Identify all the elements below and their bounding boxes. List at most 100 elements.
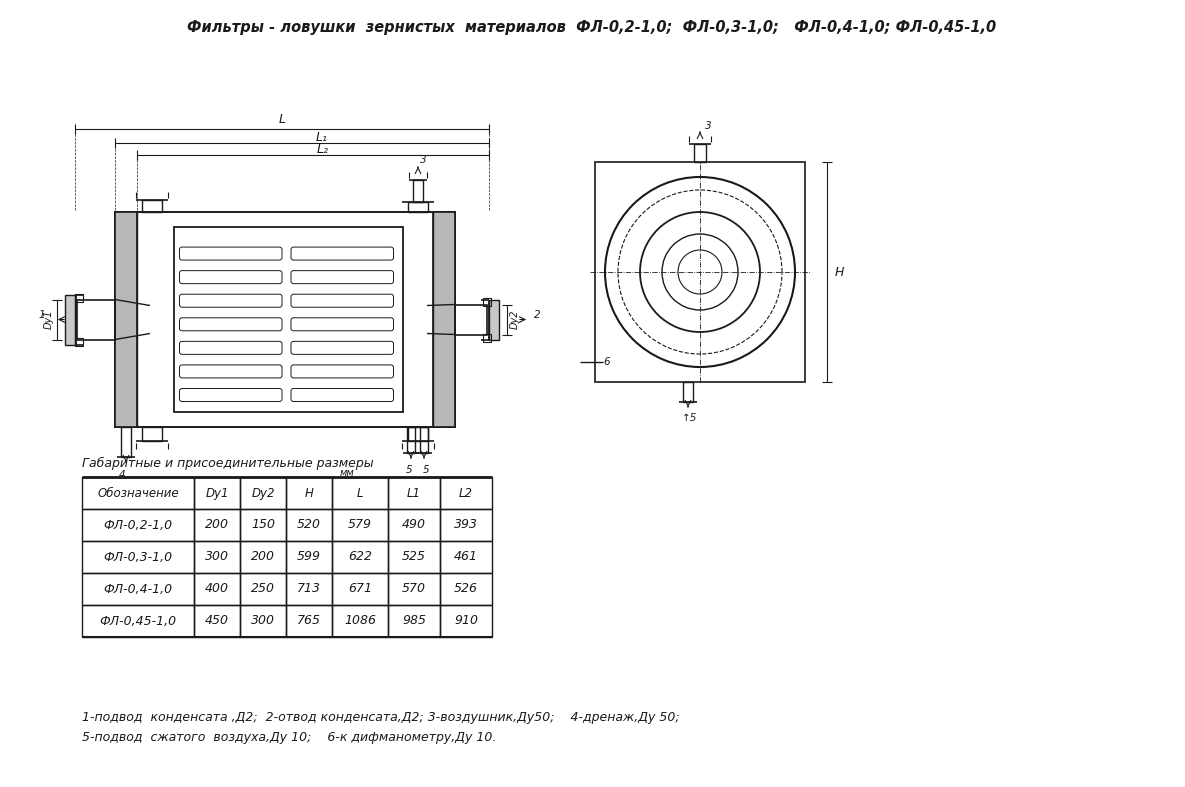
- Text: ↑5: ↑5: [683, 413, 698, 423]
- Bar: [694, 144, 706, 162]
- Bar: [286, 573, 332, 605]
- Bar: [387, 605, 440, 637]
- Text: H: H: [834, 265, 844, 279]
- Text: 4: 4: [118, 470, 126, 480]
- Bar: [82, 477, 194, 509]
- Bar: [77, 300, 115, 339]
- Text: 1: 1: [39, 309, 45, 320]
- Text: 5-подвод  сжатого  воздуха,Ду 10;    6-к дифманометру,Ду 10.: 5-подвод сжатого воздуха,Ду 10; 6-к дифм…: [82, 730, 497, 744]
- Bar: [121, 427, 132, 457]
- Text: Dy1: Dy1: [205, 486, 229, 500]
- Text: L₁: L₁: [316, 131, 328, 143]
- Bar: [194, 541, 241, 573]
- Text: 579: 579: [348, 519, 372, 531]
- Bar: [387, 509, 440, 541]
- Bar: [174, 227, 403, 412]
- Text: Фильтры - ловушки  зернистых  материалов  ФЛ-0,2-1,0;  ФЛ-0,3-1,0;   ФЛ-0,4-1,0;: Фильтры - ловушки зернистых материалов Ф…: [187, 20, 997, 35]
- Bar: [408, 202, 428, 212]
- Bar: [286, 477, 332, 509]
- Text: 5: 5: [405, 465, 412, 475]
- Text: 525: 525: [402, 550, 425, 563]
- Text: 599: 599: [297, 550, 321, 563]
- Text: Обозначение: Обозначение: [97, 486, 179, 500]
- Bar: [82, 541, 194, 573]
- Text: 3: 3: [419, 155, 427, 165]
- Text: 490: 490: [402, 519, 425, 531]
- Bar: [194, 509, 241, 541]
- Bar: [115, 212, 137, 427]
- Bar: [241, 605, 286, 637]
- Bar: [483, 334, 491, 342]
- Text: 5: 5: [423, 465, 429, 475]
- Bar: [75, 294, 83, 301]
- Text: L: L: [357, 486, 364, 500]
- Bar: [683, 382, 693, 402]
- Bar: [115, 212, 455, 427]
- Text: Dy1: Dy1: [44, 310, 55, 329]
- Text: L₂: L₂: [318, 142, 329, 156]
- Text: мм: мм: [340, 468, 354, 478]
- Bar: [387, 477, 440, 509]
- Bar: [414, 180, 423, 202]
- Text: 400: 400: [205, 582, 229, 596]
- Bar: [286, 541, 332, 573]
- Bar: [286, 605, 332, 637]
- Bar: [433, 212, 455, 427]
- Bar: [408, 427, 428, 441]
- Bar: [194, 477, 241, 509]
- Bar: [455, 305, 487, 334]
- Text: ФЛ-0,4-1,0: ФЛ-0,4-1,0: [103, 582, 173, 596]
- Text: 622: 622: [348, 550, 372, 563]
- Bar: [406, 427, 415, 453]
- Bar: [65, 294, 75, 345]
- Bar: [595, 162, 805, 382]
- Text: L: L: [278, 113, 286, 125]
- Bar: [194, 605, 241, 637]
- Bar: [82, 573, 194, 605]
- Bar: [387, 573, 440, 605]
- Bar: [332, 605, 387, 637]
- Bar: [440, 509, 492, 541]
- Text: 713: 713: [297, 582, 321, 596]
- Text: L1: L1: [406, 486, 421, 500]
- Bar: [241, 573, 286, 605]
- Bar: [241, 509, 286, 541]
- Text: 910: 910: [454, 615, 478, 627]
- Bar: [489, 300, 499, 339]
- Text: ФЛ-0,2-1,0: ФЛ-0,2-1,0: [103, 519, 173, 531]
- Bar: [440, 541, 492, 573]
- Text: 200: 200: [251, 550, 275, 563]
- Bar: [142, 427, 162, 441]
- Bar: [82, 509, 194, 541]
- Bar: [82, 605, 194, 637]
- Text: 450: 450: [205, 615, 229, 627]
- Text: 520: 520: [297, 519, 321, 531]
- Bar: [387, 541, 440, 573]
- Text: Габаритные и присоединительные размеры: Габаритные и присоединительные размеры: [82, 456, 373, 470]
- Bar: [194, 573, 241, 605]
- Text: 200: 200: [205, 519, 229, 531]
- Bar: [75, 338, 83, 345]
- Text: 393: 393: [454, 519, 478, 531]
- Bar: [332, 541, 387, 573]
- Text: 1086: 1086: [344, 615, 376, 627]
- Bar: [440, 573, 492, 605]
- Text: 765: 765: [297, 615, 321, 627]
- Text: 6: 6: [603, 357, 610, 367]
- Text: 250: 250: [251, 582, 275, 596]
- Bar: [241, 541, 286, 573]
- Bar: [483, 297, 491, 305]
- Text: 2: 2: [533, 309, 540, 320]
- Text: Dy2: Dy2: [510, 310, 520, 329]
- Bar: [332, 573, 387, 605]
- Bar: [241, 477, 286, 509]
- Text: 985: 985: [402, 615, 425, 627]
- Bar: [419, 427, 428, 453]
- Text: 570: 570: [402, 582, 425, 596]
- Text: ФЛ-0,45-1,0: ФЛ-0,45-1,0: [100, 615, 177, 627]
- Text: 3: 3: [705, 121, 711, 131]
- Bar: [440, 477, 492, 509]
- Text: 671: 671: [348, 582, 372, 596]
- Bar: [332, 477, 387, 509]
- Text: 300: 300: [205, 550, 229, 563]
